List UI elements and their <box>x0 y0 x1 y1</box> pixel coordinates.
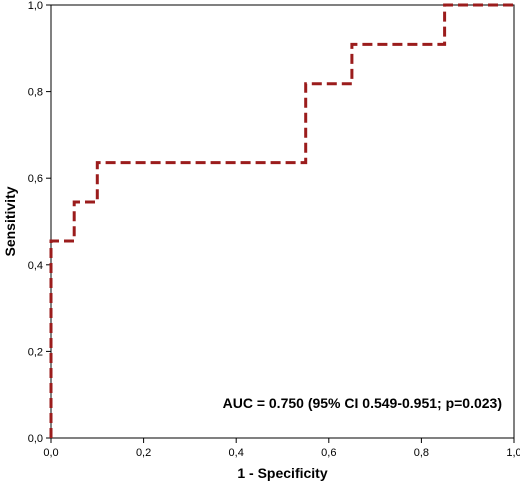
x-tick-label: 0,4 <box>229 447 244 459</box>
x-tick-label: 0,8 <box>414 447 429 459</box>
y-tick-label: 0,8 <box>28 87 43 99</box>
roc-curve-line <box>49 3 514 438</box>
y-axis-title: Sensitivity <box>2 186 18 256</box>
x-axis-ticks: 0,0 0,2 0,4 0,6 0,8 1,0 <box>43 438 520 459</box>
y-axis-ticks: 0,0 0,2 0,4 0,6 0,8 1,0 <box>28 0 51 445</box>
y-tick-label: 0,2 <box>28 346 43 358</box>
x-tick-label: 0,2 <box>136 447 151 459</box>
auc-annotation: AUC = 0.750 (95% CI 0.549-0.951; p=0.023… <box>223 395 502 411</box>
x-tick-label: 1,0 <box>506 447 520 459</box>
y-tick-label: 0,0 <box>28 433 43 445</box>
y-tick-label: 0,6 <box>28 173 43 185</box>
x-tick-label: 0,6 <box>321 447 336 459</box>
y-tick-label: 0,4 <box>28 260 43 272</box>
plot-frame <box>50 4 515 439</box>
x-axis-title: 1 - Specificity <box>237 465 327 481</box>
y-tick-label: 1,0 <box>28 0 43 12</box>
x-tick-label: 0,0 <box>43 447 58 459</box>
series-layer <box>49 3 514 438</box>
